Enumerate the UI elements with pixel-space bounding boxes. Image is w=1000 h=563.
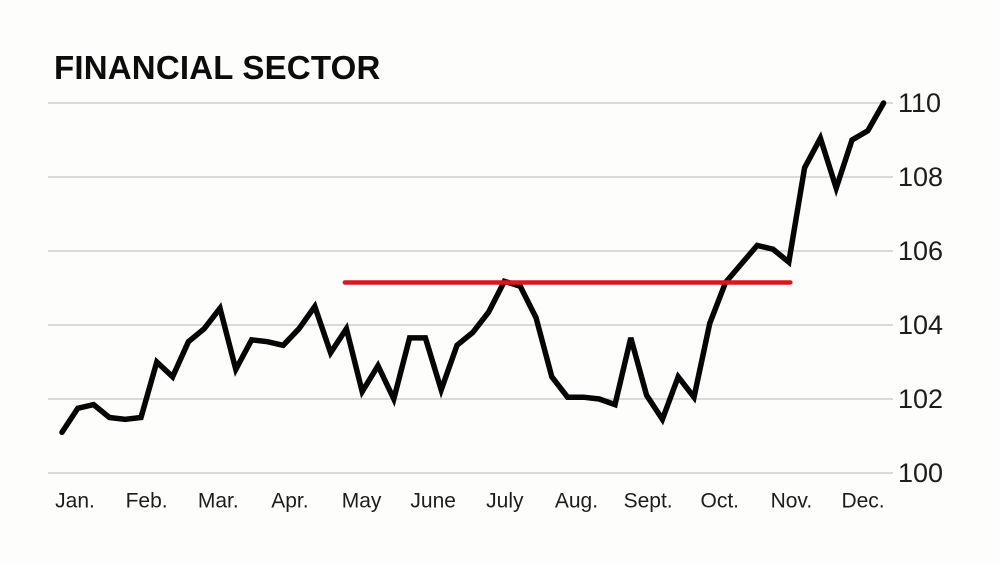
index-line-series: [59, 100, 887, 436]
chart-title: FINANCIAL SECTOR: [54, 49, 381, 86]
y-axis-tick-label: 104: [898, 310, 943, 340]
y-axis-tick-label: 108: [898, 162, 943, 192]
y-axis-tick-label: 110: [898, 88, 941, 118]
x-axis-month-label: June: [410, 490, 456, 513]
y-axis-tick-label: 102: [898, 384, 943, 414]
x-axis-month-label: Nov.: [771, 490, 813, 513]
x-axis-month-label: July: [486, 490, 524, 513]
x-axis-month-label: Dec.: [841, 490, 884, 513]
x-axis-month-label: Oct.: [701, 490, 740, 513]
x-axis-month-label: May: [342, 490, 382, 513]
y-axis-tick-label: 100: [898, 458, 943, 488]
x-axis-month-label: Mar.: [198, 490, 239, 513]
x-axis-month-label: Jan.: [55, 490, 95, 513]
x-axis-month-label: Aug.: [555, 490, 598, 513]
x-axis-month-label: Apr.: [271, 490, 308, 513]
x-axis-month-label: Feb.: [126, 490, 168, 513]
x-axis-month-label: Sept.: [624, 490, 673, 513]
y-axis-tick-label: 106: [898, 236, 943, 266]
